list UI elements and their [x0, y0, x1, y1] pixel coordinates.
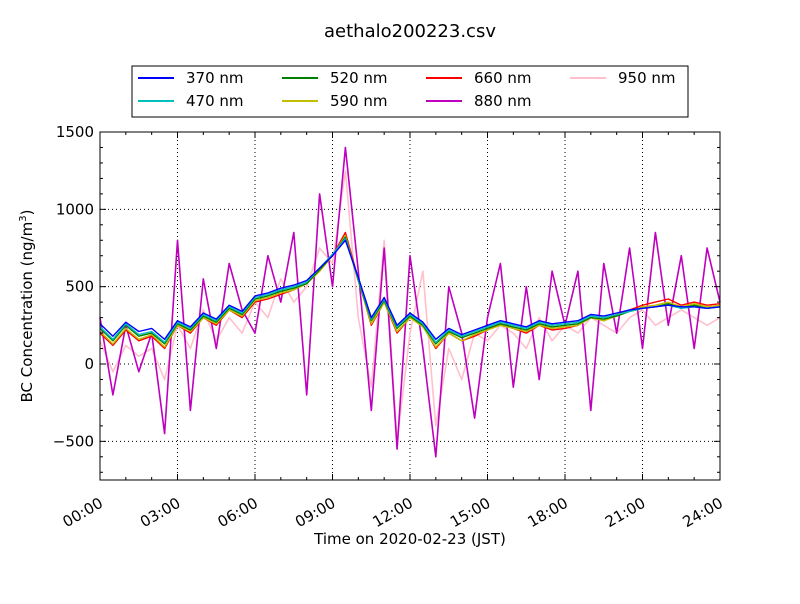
x-tick-label: 21:00 [602, 494, 648, 531]
x-tick-label: 24:00 [680, 494, 726, 531]
series-line-520-nm [99, 236, 721, 345]
x-tick-label: 09:00 [292, 494, 338, 531]
y-axis-label: BC Concentration (ng/m3) [18, 210, 36, 403]
series-line-470-nm [99, 237, 721, 343]
y-tick-label: −500 [53, 432, 94, 450]
legend-label: 660 nm [474, 69, 532, 87]
x-tick-label: 00:00 [60, 494, 106, 531]
legend-label: 470 nm [186, 92, 244, 110]
legend-label: 370 nm [186, 69, 244, 87]
x-tick-label: 12:00 [370, 494, 416, 531]
y-tick-label: 500 [65, 278, 94, 296]
series-line-880-nm [99, 146, 721, 458]
legend: 370 nm 470 nm 520 nm 590 nm 660 nm 880 nm 950 … [131, 65, 689, 118]
y-tick-label: 1500 [56, 123, 94, 141]
x-tick-label: 06:00 [215, 494, 261, 531]
x-tick-label: 15:00 [447, 494, 493, 531]
y-tick-label: 1000 [56, 200, 94, 218]
x-axis-label: Time on 2020-02-23 (JST) [313, 530, 506, 548]
chart-title: aethalo200223.csv [324, 21, 496, 42]
series-group [99, 146, 721, 458]
x-tick-label: 03:00 [137, 494, 183, 531]
legend-label: 590 nm [330, 92, 388, 110]
series-line-370-nm [99, 239, 721, 340]
legend-frame [131, 65, 689, 118]
legend-label: 950 nm [618, 69, 676, 87]
grid [100, 132, 720, 480]
x-tick-label: 18:00 [525, 494, 571, 531]
legend-label: 880 nm [474, 92, 532, 110]
legend-label: 520 nm [330, 69, 388, 87]
y-tick-label: 0 [84, 355, 94, 373]
